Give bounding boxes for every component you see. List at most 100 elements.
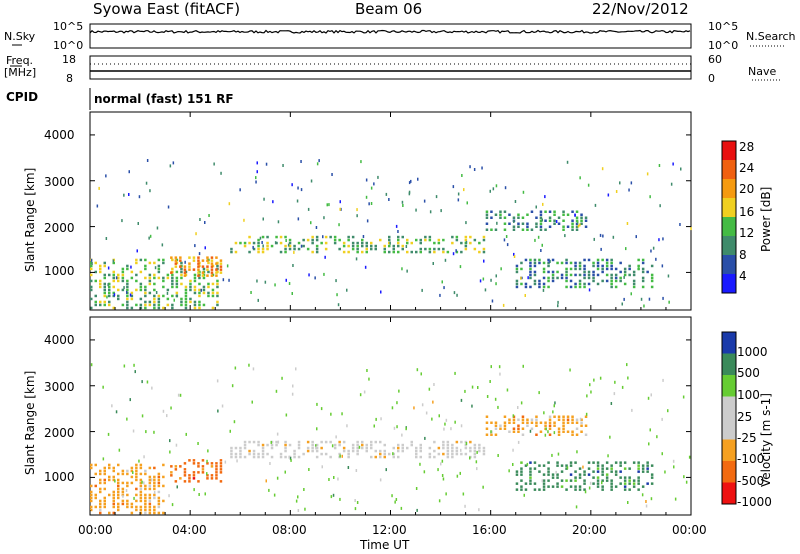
echo-cell <box>121 502 125 506</box>
echo-cell <box>361 238 364 242</box>
echo-cell <box>425 411 428 415</box>
echo-cell <box>505 235 508 238</box>
echo-cell <box>499 427 502 430</box>
echo-cell <box>201 265 205 268</box>
echo-cell <box>162 499 165 503</box>
echo-cell <box>197 268 200 271</box>
echo-cell <box>135 273 138 277</box>
noise-left-tick-bottom: 10^0 <box>53 39 84 52</box>
echo-cell <box>452 185 455 189</box>
echo-cell <box>476 450 478 454</box>
echo-cell <box>533 461 537 464</box>
echo-cell <box>565 467 568 470</box>
echo-cell <box>296 199 299 203</box>
echo-cell <box>206 259 209 262</box>
echo-cell <box>315 446 319 450</box>
echo-cell <box>250 291 252 294</box>
echo-cell <box>592 482 595 485</box>
echo-cell <box>169 450 171 454</box>
echo-cell <box>614 285 618 289</box>
echo-cell <box>499 210 502 213</box>
echo-cell <box>547 485 550 488</box>
echo-cell <box>135 279 138 283</box>
echo-cell <box>650 464 654 467</box>
echo-cell <box>565 479 568 482</box>
echo-cell <box>529 285 532 289</box>
echo-cell <box>379 440 382 444</box>
echo-cell <box>192 477 196 480</box>
echo-cell <box>419 446 422 450</box>
echo-cell <box>397 230 399 233</box>
echo-cell <box>637 467 640 470</box>
echo-cell <box>517 427 520 430</box>
echo-cell <box>137 222 139 225</box>
echo-cell <box>574 470 577 473</box>
echo-cell <box>239 449 242 453</box>
echo-cell <box>94 300 97 304</box>
echo-cell <box>216 279 219 283</box>
echo-cell <box>128 170 130 174</box>
echo-cell <box>103 282 106 286</box>
echo-cell <box>388 238 391 242</box>
echo-cell <box>673 465 675 469</box>
echo-cell <box>473 168 476 171</box>
echo-cell <box>500 267 502 271</box>
echo-cell <box>323 272 325 276</box>
echo-cell <box>126 297 129 301</box>
echo-cell <box>315 244 319 248</box>
echo-cell <box>385 468 387 472</box>
echo-cell <box>659 204 661 208</box>
echo-cell <box>166 297 170 301</box>
echo-cell <box>656 435 658 439</box>
echo-cell <box>562 415 565 418</box>
echo-cell <box>482 250 486 254</box>
echo-cell <box>554 401 556 405</box>
echo-cell <box>601 264 604 268</box>
echo-cell <box>306 449 310 453</box>
echo-cell <box>129 293 132 297</box>
echo-cell <box>94 493 97 497</box>
echo-cell <box>473 446 477 450</box>
echo-cell <box>641 485 645 488</box>
echo-cell <box>527 276 529 280</box>
echo-cell <box>580 222 583 225</box>
echo-cell <box>198 294 201 298</box>
echo-cell <box>103 472 106 476</box>
echo-cell <box>539 421 543 424</box>
echo-cell <box>91 262 93 265</box>
echo-cell <box>291 292 293 295</box>
echo-cell <box>452 252 455 256</box>
echo-cell <box>627 501 629 504</box>
echo-cell <box>441 280 443 284</box>
echo-cell <box>508 222 511 225</box>
echo-cell <box>428 446 432 450</box>
echo-cell <box>121 490 125 494</box>
echo-cell <box>396 425 398 429</box>
echo-cell <box>374 455 377 459</box>
echo-cell <box>373 424 375 428</box>
echo-cell <box>542 267 546 271</box>
echo-cell <box>529 473 532 476</box>
echo-cell <box>569 473 573 476</box>
echo-cell <box>347 452 350 456</box>
echo-cell <box>315 446 317 450</box>
echo-cell <box>446 250 450 254</box>
echo-cell <box>144 496 147 500</box>
echo-cell <box>401 235 404 239</box>
echo-cell <box>641 267 645 271</box>
echo-cell <box>524 482 528 485</box>
echo-cell <box>103 264 106 268</box>
echo-cell <box>141 380 143 384</box>
echo-cell <box>416 368 419 372</box>
echo-cell <box>311 238 314 242</box>
echo-cell <box>526 462 529 466</box>
echo-cell <box>626 222 629 225</box>
echo-cell <box>413 406 415 410</box>
echo-cell <box>569 485 573 488</box>
echo-cell <box>379 449 382 453</box>
echo-cell <box>184 288 188 292</box>
echo-cell <box>125 489 128 492</box>
echo-cell <box>121 472 125 476</box>
echo-cell <box>255 180 257 184</box>
echo-cell <box>574 285 577 289</box>
